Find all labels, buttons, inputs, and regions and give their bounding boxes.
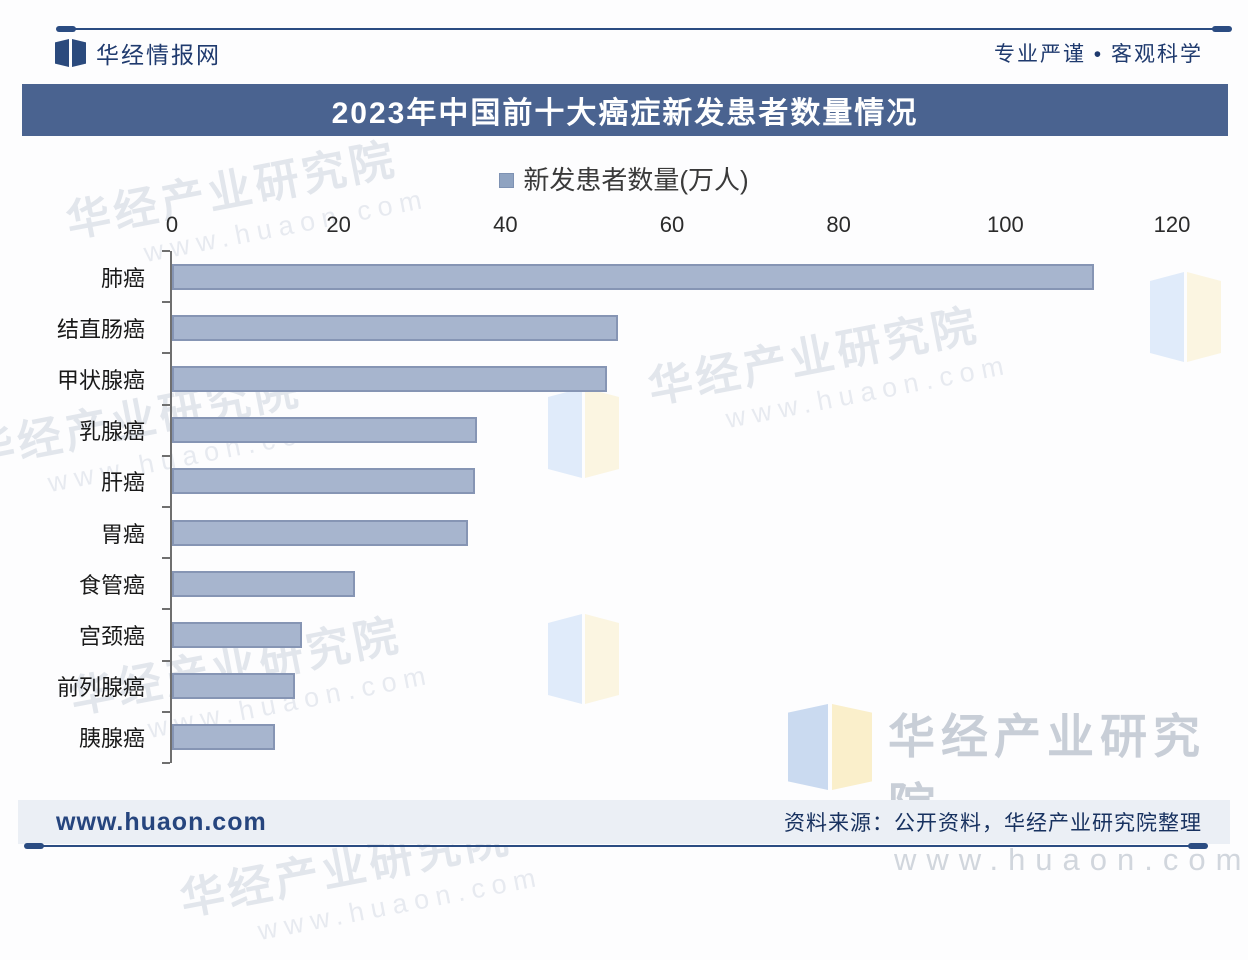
line-end-dash [24,843,44,849]
category-label: 结直肠癌 [56,316,145,342]
bar-row [172,609,1172,660]
bar-宫颈癌 [172,622,302,649]
legend-label: 新发患者数量(万人) [523,165,749,195]
x-tick-label: 60 [659,212,685,237]
bar-肝癌 [172,468,475,495]
x-tick-label: 80 [826,212,851,237]
header-slogan: 专业严谨 • 客观科学 [993,43,1203,66]
bar-row [172,558,1172,609]
category-label: 胃癌 [100,521,145,547]
bar-甲状腺癌 [172,366,607,392]
category-label: 肺癌 [100,265,145,291]
axis-tick-mark [162,352,170,355]
header: 华经情报网 专业严谨 • 客观科学 [55,36,1203,70]
axis-tick-mark [162,250,170,252]
bar-食管癌 [172,570,356,597]
line-end-dash [1212,26,1232,32]
bar-row [172,405,1172,456]
axis-tick-mark [162,762,170,764]
bar-row [172,251,1172,302]
category-label: 食管癌 [78,572,145,598]
x-axis-tick-labels: 0 20 40 60 80 100 120 [0,212,1248,240]
bar-前列腺癌 [172,673,295,700]
x-tick-label: 40 [493,212,518,237]
footer-website: www.huaon.com [56,807,267,836]
footer-source: 资料来源：公开资料，华经产业研究院整理 [784,812,1202,835]
category-label: 宫颈癌 [78,624,145,650]
bar-row [172,353,1172,404]
category-label: 甲状腺癌 [56,368,145,393]
axis-tick-mark [162,454,170,457]
bar-乳腺癌 [172,417,477,444]
bar-结直肠癌 [172,314,618,341]
axis-tick-mark [162,301,170,304]
bar-plot-area [172,251,1172,763]
bar-row [172,712,1172,763]
legend: 新发患者数量(万人) [0,160,1248,197]
category-label: 胰腺癌 [78,726,145,752]
category-labels: 肺癌结直肠癌甲状腺癌乳腺癌肝癌胃癌食管癌宫颈癌前列腺癌胰腺癌 [0,251,158,763]
huajing-logo-icon [55,39,86,67]
line-end-dash [1188,843,1208,849]
axis-tick-mark [162,557,170,560]
line-end-dash [56,26,76,32]
axis-tick-mark [162,403,170,406]
axis-tick-mark [162,710,170,713]
x-tick-label: 120 [1153,212,1191,237]
axis-tick-mark [162,659,170,662]
axis-tick-mark [162,608,170,611]
chart-title: 2023年中国前十大癌症新发患者数量情况 [331,97,919,130]
bar-row [172,507,1172,558]
y-axis-line [170,251,172,763]
x-tick-label: 0 [165,212,179,237]
bar-row [172,456,1172,507]
bar-row [172,661,1172,712]
axis-tick-mark [162,506,170,508]
bottom-accent-line [24,843,1208,849]
brand-name: 华经情报网 [96,42,221,68]
bar-胰腺癌 [172,724,276,751]
title-bar: 2023年中国前十大癌症新发患者数量情况 [22,84,1228,136]
brand: 华经情报网 [55,36,221,70]
category-label: 肝癌 [100,470,145,496]
footer-bar: www.huaon.com 资料来源：公开资料，华经产业研究院整理 [18,800,1230,844]
category-label: 前列腺癌 [56,675,145,701]
x-tick-label: 100 [986,212,1024,237]
legend-swatch-icon [499,173,515,188]
category-label: 乳腺癌 [78,419,145,445]
top-accent-line [56,26,1232,32]
x-tick-label: 20 [326,212,351,237]
bar-肺癌 [172,263,1094,290]
bar-胃癌 [172,519,468,546]
bar-row [172,302,1172,353]
